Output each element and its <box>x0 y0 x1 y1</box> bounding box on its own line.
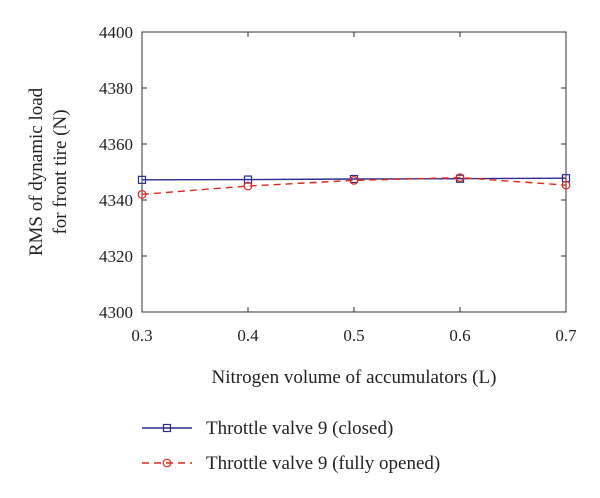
legend-marker-2 <box>162 458 172 468</box>
series-line-1 <box>141 177 567 181</box>
y-tick-label: 4340 <box>99 191 133 210</box>
x-tick-label: 0.7 <box>555 326 577 345</box>
x-tick-label: 0.4 <box>237 326 259 345</box>
axis-ticks: 0.3 0.4 0.5 0.6 0.7 4300 4320 4340 4360 4380 4400 <box>99 23 577 345</box>
series-line-2 <box>141 176 567 196</box>
series-1-point <box>137 175 147 184</box>
legend: Throttle valve 9 (closed) Throttle valve … <box>142 418 440 474</box>
series-2-point <box>349 175 359 185</box>
y-axis-title-line-1: RMS of dynamic load <box>26 87 47 256</box>
series-2-point <box>561 180 571 190</box>
legend-label-1: Throttle valve 9 (closed) <box>206 418 393 439</box>
x-tick-label: 0.3 <box>131 326 152 345</box>
y-axis-title-line-2: for front tire (N) <box>50 109 71 234</box>
y-tick-label: 4380 <box>99 79 133 98</box>
y-tick-label: 4320 <box>99 247 133 266</box>
series-1-point <box>243 175 253 184</box>
series-2-point <box>455 173 465 183</box>
plot-area-frame <box>141 31 567 313</box>
x-axis-title: Nitrogen volume of accumulators (L) <box>212 367 497 388</box>
x-tick-label: 0.5 <box>343 326 364 345</box>
series-lines <box>137 173 571 199</box>
x-tick-label: 0.6 <box>449 326 470 345</box>
series-2-point <box>137 189 147 199</box>
legend-marker-1 <box>162 423 172 433</box>
series-2-point <box>243 181 253 191</box>
y-tick-label: 4360 <box>99 135 133 154</box>
y-tick-label: 4300 <box>99 303 133 322</box>
y-tick-label: 4400 <box>99 23 133 42</box>
legend-label-2: Throttle valve 9 (fully opened) <box>206 453 440 474</box>
